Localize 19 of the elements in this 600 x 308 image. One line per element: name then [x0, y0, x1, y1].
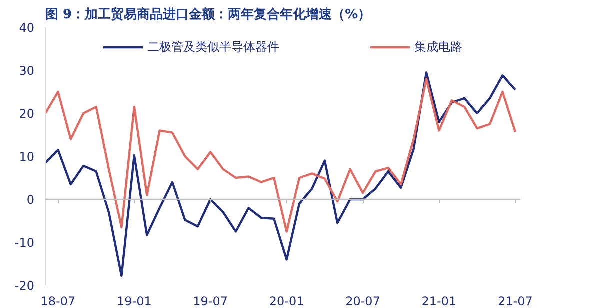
line-series — [46, 72, 517, 278]
x-tick-label: 18-07 — [40, 294, 76, 308]
x-tick-label: 19-01 — [116, 294, 152, 308]
y-tick-label: 40 — [19, 21, 35, 35]
y-tick-label: 30 — [19, 64, 35, 78]
y-tick-label: 20 — [19, 107, 35, 121]
x-tick-label: 21-01 — [422, 294, 457, 308]
y-tick-label: -20 — [14, 279, 35, 293]
legend-label: 二极管及类似半导体器件 — [148, 38, 280, 56]
x-tick-label: 21-07 — [498, 294, 533, 308]
chart-title: 图 9：加工贸易商品进口金额：两年复合年化增速（%） — [46, 6, 372, 22]
x-tick-label: 20-07 — [346, 294, 380, 308]
line-series — [46, 78, 517, 233]
legend-label: 集成电路 — [414, 38, 462, 56]
x-tick-label: 20-01 — [269, 294, 304, 308]
y-tick-label: 10 — [19, 150, 35, 164]
y-tick-label: -10 — [14, 236, 35, 250]
x-tick-label: 19-07 — [193, 294, 228, 308]
y-tick-label: 0 — [26, 193, 35, 207]
